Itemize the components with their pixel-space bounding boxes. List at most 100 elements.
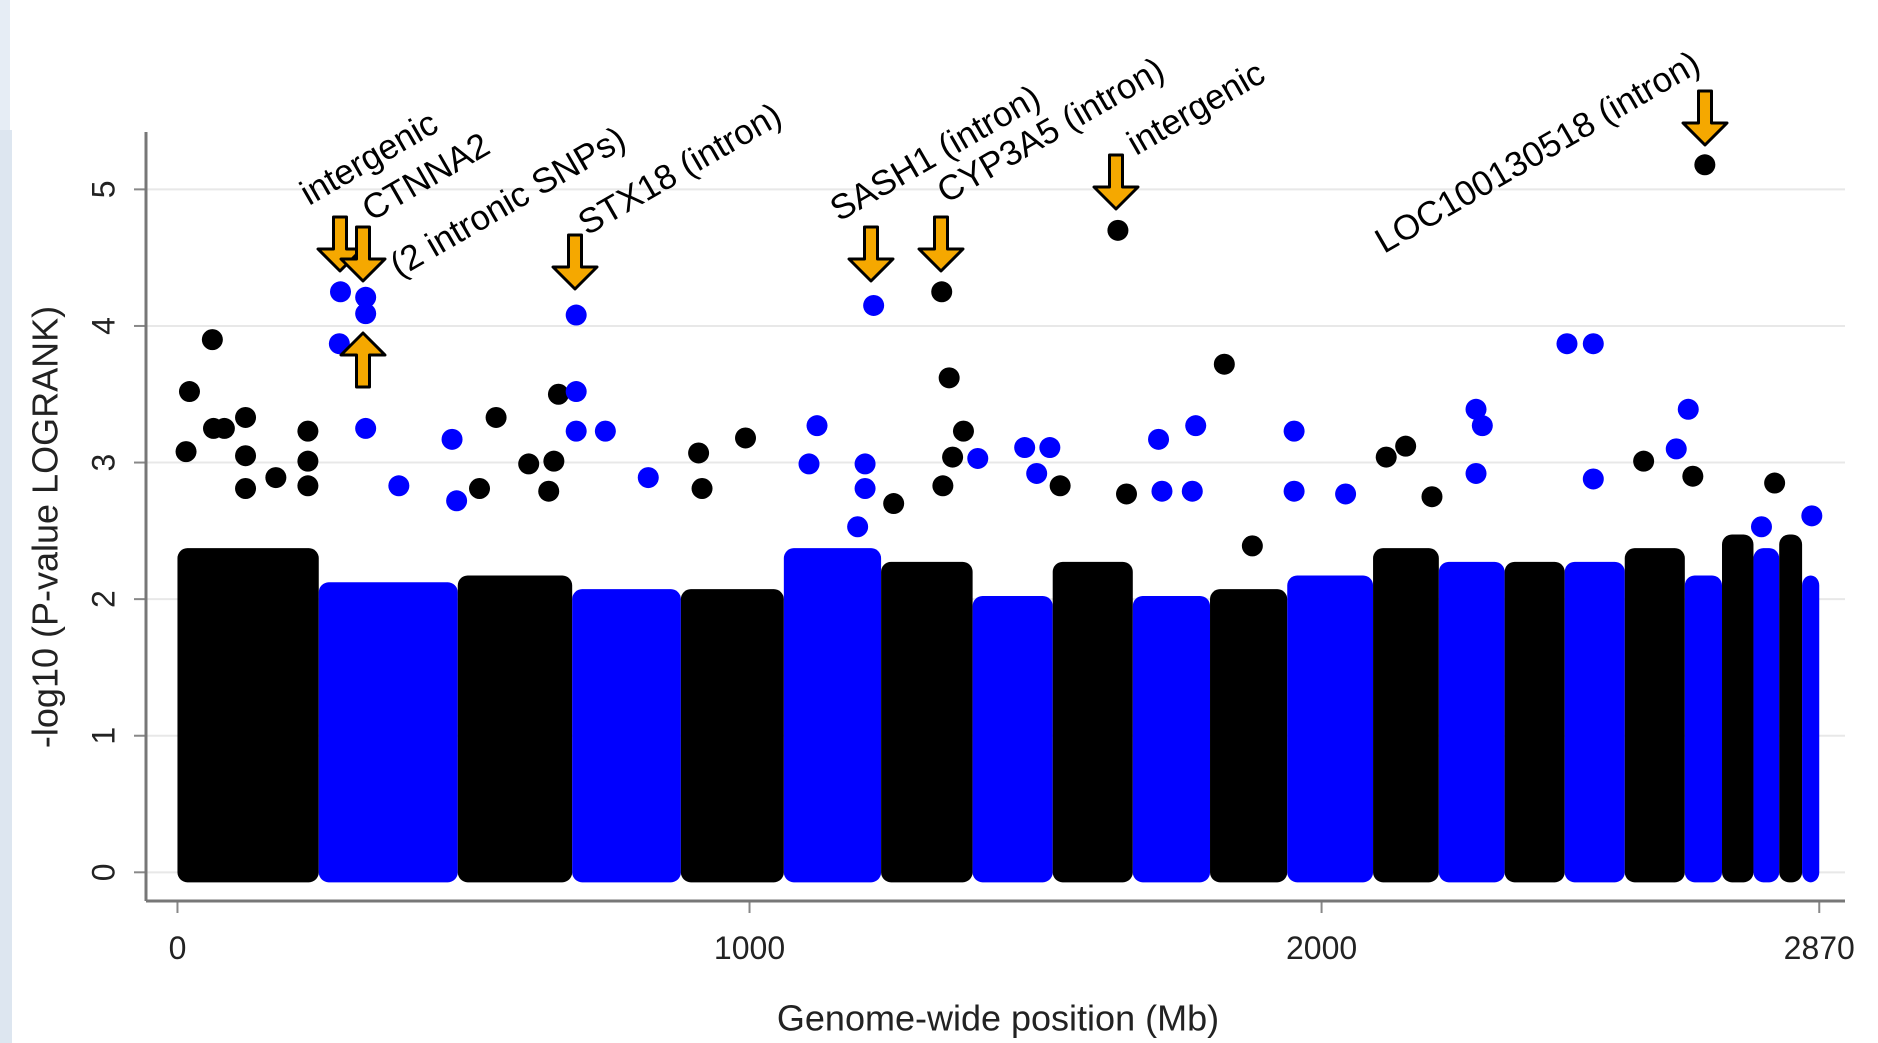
data-point: [1471, 415, 1493, 437]
pointer-arrow: [1681, 89, 1729, 147]
data-point: [1694, 154, 1716, 176]
data-point: [388, 475, 410, 497]
chromosome-block: [1504, 561, 1565, 883]
data-point: [355, 286, 377, 308]
data-point: [1801, 505, 1823, 527]
data-point: [1148, 428, 1170, 450]
data-point: [235, 406, 257, 428]
data-point: [806, 415, 828, 437]
chromosome-block: [1132, 595, 1211, 883]
y-tick-label: 1: [85, 727, 121, 745]
data-point: [637, 467, 659, 489]
data-point: [446, 490, 468, 512]
data-point: [1014, 437, 1036, 459]
data-point: [355, 303, 377, 325]
chromosome-block: [972, 595, 1053, 883]
data-point: [1665, 438, 1687, 460]
data-point: [847, 516, 869, 538]
data-point: [1677, 398, 1699, 420]
chromosome-block: [783, 548, 882, 883]
chromosome-block: [1438, 561, 1505, 883]
arrow-group: [316, 89, 1729, 389]
data-point: [1213, 353, 1235, 375]
pointer-arrow: [917, 215, 965, 273]
data-point: [1375, 446, 1397, 468]
data-point: [1241, 535, 1263, 557]
data-point: [1039, 437, 1061, 459]
chromosome-block: [177, 548, 319, 883]
data-point: [1582, 333, 1604, 355]
y-tick-label: 3: [85, 454, 121, 472]
x-tick-label: 2870: [1784, 930, 1855, 966]
data-point: [201, 329, 223, 351]
y-axis-title: -log10 (P-value LOGRANK): [25, 306, 66, 748]
data-point: [1107, 219, 1129, 241]
data-point: [594, 420, 616, 442]
data-point: [1181, 480, 1203, 502]
data-point: [952, 420, 974, 442]
chromosome-block: [881, 561, 973, 883]
chromosome-block: [1802, 575, 1820, 883]
data-point: [798, 453, 820, 475]
data-point: [329, 281, 351, 303]
data-point: [1633, 450, 1655, 472]
chromosome-block: [572, 589, 681, 883]
chromosome-block: [318, 582, 458, 883]
data-point: [938, 367, 960, 389]
data-point: [1582, 468, 1604, 490]
data-point: [1116, 483, 1138, 505]
data-point: [1049, 475, 1071, 497]
pointer-arrow: [339, 331, 387, 389]
data-point: [518, 453, 540, 475]
data-point: [1465, 398, 1487, 420]
chromosome-block: [1684, 575, 1723, 883]
data-point: [543, 450, 565, 472]
chromosome-block: [1287, 575, 1374, 883]
data-point: [1283, 420, 1305, 442]
data-point: [235, 445, 257, 467]
chromosome-block: [457, 575, 573, 883]
data-point: [1335, 483, 1357, 505]
data-point: [178, 381, 200, 403]
data-point: [1556, 333, 1578, 355]
y-tick-label: 2: [85, 590, 121, 608]
data-point: [213, 417, 235, 439]
data-point: [565, 304, 587, 326]
data-point: [942, 446, 964, 468]
data-point: [235, 477, 257, 499]
data-point: [735, 427, 757, 449]
data-point: [1395, 435, 1417, 457]
data-point: [265, 467, 287, 489]
data-point: [538, 480, 560, 502]
y-tick-label: 0: [85, 863, 121, 881]
x-tick-label: 1000: [714, 930, 785, 966]
x-tick-label: 0: [169, 930, 187, 966]
data-point: [441, 428, 463, 450]
data-point: [1421, 486, 1443, 508]
data-point: [1283, 480, 1305, 502]
pointer-arrow: [847, 225, 895, 283]
data-point: [688, 442, 710, 464]
data-point: [1026, 462, 1048, 484]
data-point: [1682, 465, 1704, 487]
data-point: [1465, 462, 1487, 484]
data-point: [1764, 472, 1786, 494]
pointer-arrow: [339, 225, 387, 283]
data-point: [854, 477, 876, 499]
chromosome-block: [1052, 561, 1133, 883]
data-point: [175, 441, 197, 463]
data-point: [1750, 516, 1772, 538]
left-border: [0, 130, 12, 1043]
data-point: [1185, 415, 1207, 437]
data-point: [1151, 480, 1173, 502]
chromosome-block: [1373, 548, 1439, 883]
data-point: [565, 420, 587, 442]
chromosome-block: [1753, 548, 1780, 883]
x-tick-label: 2000: [1286, 930, 1357, 966]
chromosome-block: [1722, 534, 1754, 883]
pointer-arrow: [551, 233, 599, 291]
data-point: [297, 450, 319, 472]
data-point: [469, 477, 491, 499]
